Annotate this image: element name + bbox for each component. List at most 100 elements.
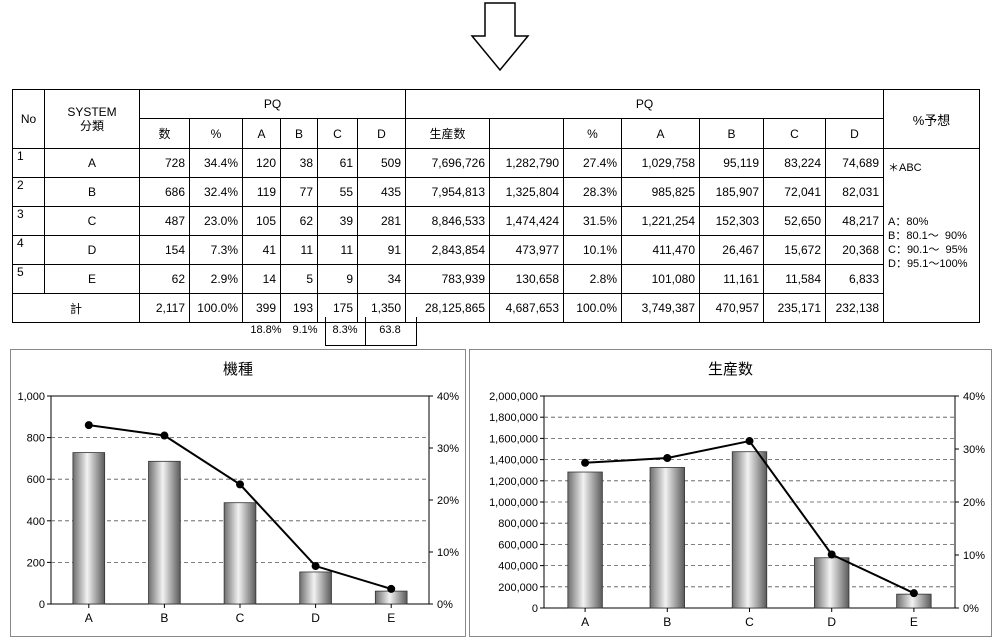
cell-prod: 8,846,533 (405, 206, 490, 236)
table-row-total: 計 2,117 100.0% 399 193 175 1,350 28,125,865 4,68… (12, 293, 980, 323)
x-tick-label: B (160, 611, 168, 625)
cell-pct: 7.3% (189, 235, 243, 265)
bar-B (148, 460, 181, 605)
table-row: 5 E 62 2.9% 14 5 9 34 783,939 130,658 2.8% 101,080 1… (12, 264, 980, 294)
percent-point-E (909, 589, 918, 598)
forecast-line: B：80.1～ 90% (888, 230, 967, 242)
table-row: 4 D 154 7.3% 41 11 11 91 2,843,854 473,977 10.1% 41… (12, 235, 980, 265)
y2-tick-label: 20% (437, 495, 459, 507)
y2-tick-label: 10% (963, 550, 985, 562)
cell-d: 91 (357, 235, 406, 265)
cell-d: 435 (357, 177, 406, 207)
x-tick-label: B (663, 615, 671, 629)
subheader-1: % (189, 118, 243, 149)
down-arrow-icon (470, 2, 530, 72)
x-tick-label: E (910, 615, 918, 629)
header-forecast: %予想 (883, 89, 980, 149)
cell-ppct: 10.1% (563, 235, 622, 265)
cell-blank: 1,474,424 (489, 206, 564, 236)
cell-no: 1 (12, 148, 45, 178)
cell-ppct: 2.8% (563, 264, 622, 294)
x-tick-label: A (581, 615, 589, 629)
y2-tick-label: 30% (437, 443, 459, 455)
y-tick-label: 0 (39, 599, 45, 611)
table-row: 1 A 728 34.4% 120 38 61 509 7,696,726 1,282,790 27… (12, 148, 980, 323)
x-tick-label: D (827, 615, 836, 629)
subheader-4: C (317, 118, 358, 149)
cell-total-a: 399 (242, 293, 281, 323)
percent-point-A (581, 458, 590, 467)
cell-total-cnt: 2,117 (139, 293, 190, 323)
cell-prod: 783,939 (405, 264, 490, 294)
cell-pc: 83,224 (763, 148, 826, 178)
bar-D (299, 571, 332, 605)
cell-system: B (44, 177, 140, 207)
y2-tick-label: 20% (963, 497, 985, 509)
cell-cnt: 487 (139, 206, 190, 236)
cell-blank: 473,977 (489, 235, 564, 265)
cell-pd: 82,031 (825, 177, 884, 207)
forecast-line: C：90.1～ 95% (888, 244, 968, 256)
cell-blank: 1,282,790 (489, 148, 564, 178)
cell-d: 509 (357, 148, 406, 178)
cell-c: 11 (317, 235, 358, 265)
table-body: 1 A 728 34.4% 120 38 61 509 7,696,726 1,282,790 27… (12, 148, 980, 323)
cell-c: 55 (317, 177, 358, 207)
pct-c: 8.3% (332, 324, 358, 336)
chart-production: 生産数 0 200,000 400,000 600,000 800,000 1,000,00… (489, 361, 985, 629)
y-tick-label: 1,600,000 (489, 433, 538, 445)
y-tick-label: 400 (27, 516, 45, 528)
cell-pa: 411,470 (621, 235, 700, 265)
percent-point-A (84, 421, 93, 430)
subheader-5: D (357, 118, 406, 149)
chart-title: 生産数 (708, 361, 753, 378)
pct-d: 63.8 (379, 324, 401, 336)
cell-d: 281 (357, 206, 406, 236)
chart-panel-production: 生産数 0 200,000 400,000 600,000 800,000 1,000,00… (469, 349, 992, 637)
y-tick-label: 600,000 (498, 539, 538, 551)
cell-b: 38 (280, 148, 318, 178)
cell-pct: 32.4% (189, 177, 243, 207)
y-tick-label: 800 (27, 433, 45, 445)
header-group-pq2: PQ (405, 89, 884, 119)
percent-point-D (827, 550, 836, 559)
y-tick-label: 400,000 (498, 561, 538, 573)
cell-c: 9 (317, 264, 358, 294)
cell-a: 41 (242, 235, 281, 265)
cell-blank: 1,325,804 (489, 177, 564, 207)
header-group-pq1: PQ (139, 89, 406, 119)
pct-box-divider (365, 317, 366, 345)
cell-total-pb: 470,957 (699, 293, 764, 323)
percent-point-B (160, 431, 169, 440)
pct-a: 18.8% (250, 324, 282, 336)
subheader-6: 生産数 (405, 118, 490, 149)
cell-pb: 152,303 (699, 206, 764, 236)
cell-b: 11 (280, 235, 318, 265)
table-row: 2 B 686 32.4% 119 77 55 435 7,954,813 1,325,804 28… (12, 177, 980, 207)
cell-total-prod: 28,125,865 (405, 293, 490, 323)
cell-cnt: 62 (139, 264, 190, 294)
subheader-10: B (699, 118, 764, 149)
cell-cnt: 154 (139, 235, 190, 265)
cell-pd: 48,217 (825, 206, 884, 236)
cell-pa: 101,080 (621, 264, 700, 294)
subheader-11: C (763, 118, 826, 149)
bar-D (814, 557, 850, 609)
percent-point-C (236, 480, 244, 489)
cell-b: 5 (280, 264, 318, 294)
cell-total-b: 193 (280, 293, 318, 323)
y-tick-label: 1,000 (17, 391, 45, 403)
forecast-line: D：95.1～100% (888, 258, 968, 270)
cell-c: 39 (317, 206, 358, 236)
cell-ppct: 27.4% (563, 148, 622, 178)
x-tick-label: C (745, 615, 754, 629)
cell-total-pct: 100.0% (189, 293, 243, 323)
cell-a: 120 (242, 148, 281, 178)
cell-b: 77 (280, 177, 318, 207)
bar-A (567, 471, 603, 609)
forecast-line: A：80% (888, 216, 929, 228)
subheader-0: 数 (139, 118, 190, 149)
cell-a: 119 (242, 177, 281, 207)
cell-pct: 2.9% (189, 264, 243, 294)
